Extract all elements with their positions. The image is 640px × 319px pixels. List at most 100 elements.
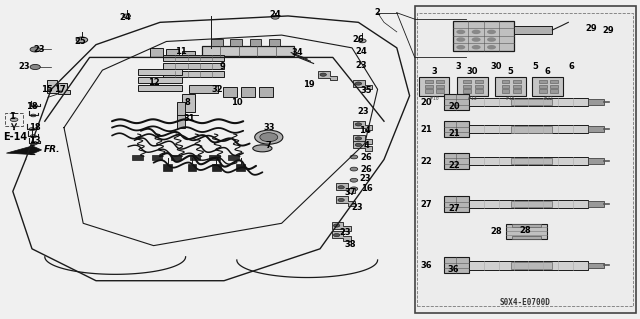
Text: 26: 26 <box>353 35 364 44</box>
Text: #10: #10 <box>429 95 438 100</box>
Circle shape <box>58 91 62 93</box>
Text: #13: #13 <box>468 95 477 100</box>
FancyBboxPatch shape <box>259 87 273 97</box>
Text: #22: #22 <box>543 95 552 100</box>
FancyBboxPatch shape <box>177 102 185 128</box>
Circle shape <box>33 105 38 107</box>
FancyBboxPatch shape <box>182 94 195 112</box>
Text: 13: 13 <box>29 136 41 145</box>
FancyBboxPatch shape <box>469 98 588 106</box>
Text: 28: 28 <box>491 227 502 236</box>
FancyBboxPatch shape <box>444 196 469 212</box>
FancyBboxPatch shape <box>453 21 514 51</box>
FancyBboxPatch shape <box>502 80 509 83</box>
Text: 17: 17 <box>54 85 65 94</box>
Circle shape <box>350 187 358 191</box>
Text: 18: 18 <box>29 123 41 132</box>
Text: 30: 30 <box>467 67 478 76</box>
Text: #15: #15 <box>506 95 515 100</box>
FancyBboxPatch shape <box>469 261 588 270</box>
Circle shape <box>31 114 36 117</box>
FancyBboxPatch shape <box>269 39 280 46</box>
Circle shape <box>271 15 279 19</box>
Text: 19: 19 <box>303 80 315 89</box>
Text: 3: 3 <box>456 63 461 71</box>
Text: 22: 22 <box>420 157 432 166</box>
FancyBboxPatch shape <box>588 158 604 164</box>
FancyBboxPatch shape <box>511 99 552 105</box>
Circle shape <box>355 123 362 126</box>
Text: 34: 34 <box>292 48 303 57</box>
Polygon shape <box>58 83 70 94</box>
Text: 6: 6 <box>545 67 551 76</box>
FancyBboxPatch shape <box>513 89 521 93</box>
FancyBboxPatch shape <box>171 155 181 160</box>
FancyBboxPatch shape <box>250 39 261 46</box>
FancyBboxPatch shape <box>425 85 433 88</box>
Text: 15: 15 <box>41 85 52 94</box>
Text: 26: 26 <box>361 165 372 174</box>
Text: 28: 28 <box>519 226 531 235</box>
Text: 23: 23 <box>359 174 371 183</box>
Circle shape <box>30 135 36 138</box>
FancyBboxPatch shape <box>212 164 221 171</box>
Text: FR.: FR. <box>44 145 60 154</box>
FancyBboxPatch shape <box>532 77 563 96</box>
Text: 24: 24 <box>356 47 367 56</box>
FancyBboxPatch shape <box>138 77 182 83</box>
Text: 23: 23 <box>340 228 351 237</box>
FancyBboxPatch shape <box>189 85 218 93</box>
FancyBboxPatch shape <box>163 164 172 171</box>
Polygon shape <box>332 231 351 241</box>
Text: 3: 3 <box>431 67 436 76</box>
Text: 26: 26 <box>361 153 372 162</box>
FancyBboxPatch shape <box>163 63 224 69</box>
Circle shape <box>255 130 283 144</box>
Circle shape <box>487 45 496 49</box>
FancyBboxPatch shape <box>511 262 552 269</box>
FancyBboxPatch shape <box>475 85 483 88</box>
Text: 14: 14 <box>359 126 371 135</box>
FancyBboxPatch shape <box>463 80 471 83</box>
FancyBboxPatch shape <box>502 89 509 93</box>
FancyBboxPatch shape <box>138 69 182 75</box>
Circle shape <box>456 37 465 42</box>
FancyBboxPatch shape <box>550 89 558 93</box>
FancyBboxPatch shape <box>211 39 223 46</box>
FancyBboxPatch shape <box>514 26 552 34</box>
Polygon shape <box>353 141 372 151</box>
Text: 8: 8 <box>185 98 190 107</box>
Circle shape <box>355 82 362 85</box>
Text: 36: 36 <box>448 265 460 274</box>
Text: 11: 11 <box>175 47 187 56</box>
FancyBboxPatch shape <box>202 46 294 56</box>
Polygon shape <box>47 80 61 93</box>
Text: 4: 4 <box>363 141 369 150</box>
Polygon shape <box>353 135 372 144</box>
Circle shape <box>47 89 52 91</box>
FancyBboxPatch shape <box>166 49 179 59</box>
FancyBboxPatch shape <box>228 155 239 160</box>
FancyBboxPatch shape <box>444 257 469 273</box>
Polygon shape <box>353 121 372 130</box>
Text: 33: 33 <box>263 123 275 132</box>
FancyBboxPatch shape <box>150 48 163 57</box>
Circle shape <box>456 30 465 34</box>
FancyBboxPatch shape <box>463 89 471 93</box>
FancyBboxPatch shape <box>588 263 604 268</box>
Text: 32: 32 <box>212 85 223 94</box>
FancyBboxPatch shape <box>444 153 469 169</box>
FancyBboxPatch shape <box>190 155 200 160</box>
Text: E-14: E-14 <box>3 132 28 142</box>
FancyBboxPatch shape <box>511 126 552 132</box>
Ellipse shape <box>253 145 272 152</box>
Text: 23: 23 <box>351 203 363 212</box>
FancyBboxPatch shape <box>132 155 143 160</box>
FancyBboxPatch shape <box>415 6 636 313</box>
FancyBboxPatch shape <box>511 158 552 164</box>
Text: 25: 25 <box>74 37 86 46</box>
FancyBboxPatch shape <box>539 85 547 88</box>
Text: 29: 29 <box>602 26 614 35</box>
Text: 10: 10 <box>231 98 243 107</box>
FancyBboxPatch shape <box>444 121 469 137</box>
